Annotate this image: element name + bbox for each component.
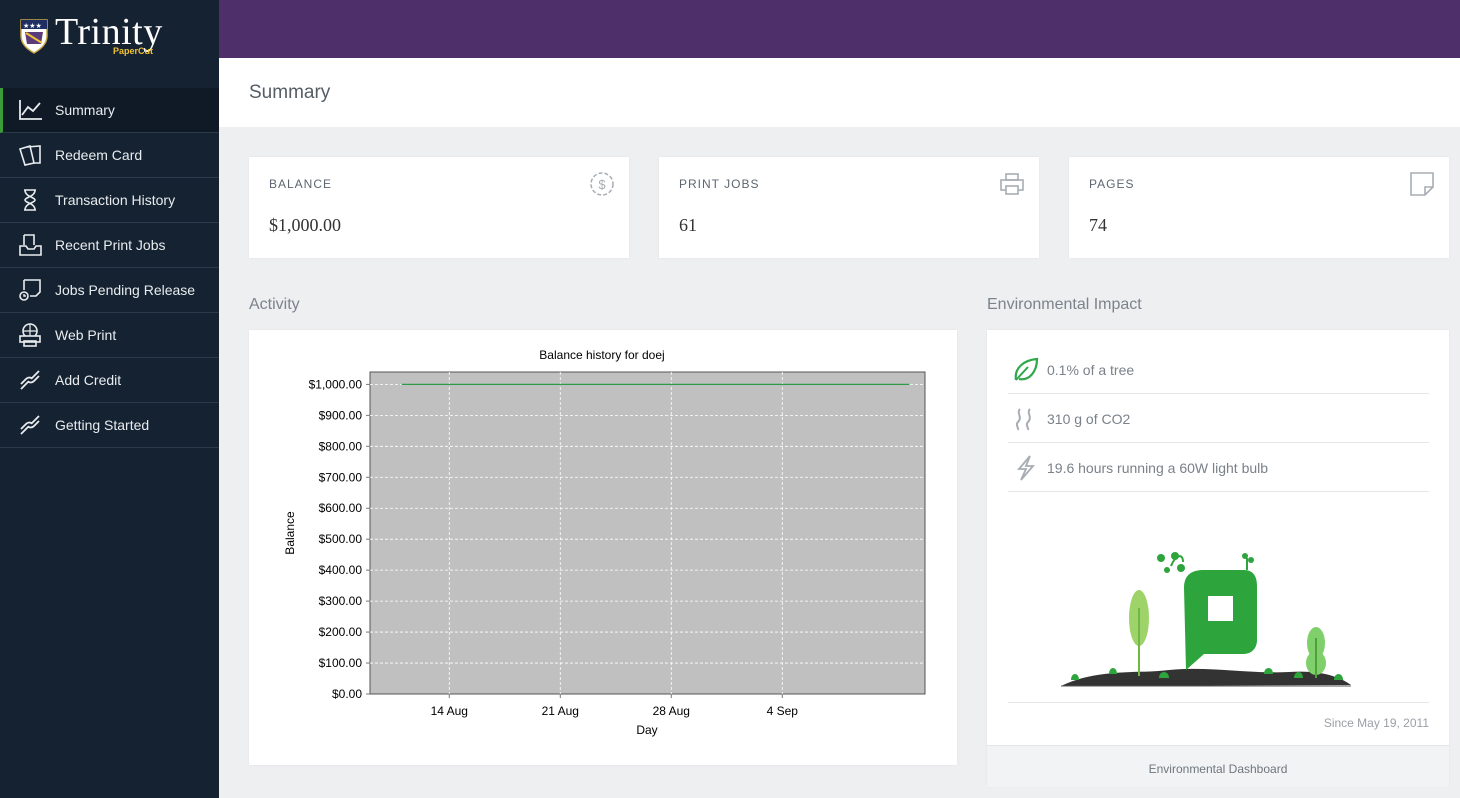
sidebar-item-redeem-card[interactable]: Redeem Card <box>0 133 219 178</box>
y-tick-label: $200.00 <box>319 625 363 639</box>
link-icon <box>20 415 40 435</box>
x-tick-label: 14 Aug <box>431 704 468 718</box>
y-tick-label: $800.00 <box>319 439 363 453</box>
y-axis: $0.00 $100.00 $200.00 $300.00 $400.00 $500.00… <box>309 377 370 701</box>
print-jobs-card: PRINT JOBS 61 <box>659 157 1039 258</box>
chart-grid <box>370 372 925 694</box>
page-header: Summary <box>219 58 1460 127</box>
lightning-icon <box>1017 455 1035 481</box>
sidebar-item-web-print[interactable]: Web Print <box>0 313 219 358</box>
balance-value: $1,000.00 <box>269 215 341 235</box>
sidebar-nav: Summary Redeem Card Transaction History … <box>0 88 219 448</box>
activity-card: Balance history for doej $0.00 $100.00 $20… <box>249 330 957 765</box>
sidebar-item-summary[interactable]: Summary <box>0 88 219 133</box>
plot-area <box>369 371 926 695</box>
shield-logo-icon: ★★★ <box>20 19 48 54</box>
web-print-icon <box>19 323 41 347</box>
svg-text:$: $ <box>598 177 606 192</box>
env-lightbulb-text: 19.6 hours running a 60W light bulb <box>1047 460 1269 476</box>
top-bar <box>219 0 1460 58</box>
x-axis: 14 Aug 21 Aug 28 Aug 4 Sep <box>431 694 799 718</box>
y-tick-label: $300.00 <box>319 594 363 608</box>
pages-label: PAGES <box>1089 177 1135 191</box>
x-axis-label: Day <box>636 723 657 737</box>
x-tick-label: 21 Aug <box>542 704 579 718</box>
chart-line-icon <box>19 100 42 120</box>
sidebar-item-recent-print-jobs[interactable]: Recent Print Jobs <box>0 223 219 268</box>
svg-text:★★★: ★★★ <box>23 22 42 30</box>
y-tick-label: $0.00 <box>332 687 362 701</box>
sidebar-item-label: Summary <box>55 102 115 118</box>
brand-sub: PaperCut <box>113 46 154 56</box>
link-icon <box>20 370 40 390</box>
sidebar-item-add-credit[interactable]: Add Credit <box>0 358 219 403</box>
env-tree-text: 0.1% of a tree <box>1047 362 1135 378</box>
sidebar-item-label: Redeem Card <box>55 147 143 163</box>
print-jobs-label: PRINT JOBS <box>679 177 760 191</box>
env-co2-text: 310 g of CO2 <box>1047 411 1131 427</box>
divider <box>1008 702 1429 703</box>
sidebar: ★★★ Trinity PaperCut Summary Redeem Card… <box>0 0 219 798</box>
x-tick-label: 28 Aug <box>653 704 690 718</box>
environmental-card: 0.1% of a tree 310 g of CO2 19.6 hours r… <box>987 330 1449 787</box>
environmental-impact-heading: Environmental Impact <box>987 296 1142 313</box>
print-jobs-value: 61 <box>679 215 697 235</box>
activity-heading: Activity <box>249 296 300 313</box>
y-tick-label: $1,000.00 <box>309 377 363 391</box>
leaf-icon <box>1014 357 1039 381</box>
balance-history-chart: Balance history for doej $0.00 $100.00 $20… <box>283 348 926 737</box>
y-tick-label: $400.00 <box>319 563 363 577</box>
env-row-tree: 0.1% of a tree <box>1008 344 1429 394</box>
brand-name: Trinity <box>55 11 163 53</box>
y-tick-label: $700.00 <box>319 470 363 484</box>
sidebar-item-label: Recent Print Jobs <box>55 237 166 253</box>
inbox-tray-icon <box>19 234 42 256</box>
page-icon <box>1410 172 1434 196</box>
sidebar-item-getting-started[interactable]: Getting Started <box>0 403 219 448</box>
fumes-icon <box>1015 408 1031 431</box>
sidebar-item-label: Web Print <box>55 327 117 343</box>
y-tick-label: $600.00 <box>319 501 363 515</box>
pages-value: 74 <box>1089 215 1107 235</box>
y-tick-label: $500.00 <box>319 532 363 546</box>
hourglass-icon <box>24 189 36 211</box>
printer-icon <box>1000 173 1024 195</box>
chart-title: Balance history for doej <box>539 348 664 362</box>
y-tick-label: $900.00 <box>319 408 363 422</box>
since-date: Since May 19, 2011 <box>1323 716 1429 730</box>
sidebar-item-transaction-history[interactable]: Transaction History <box>0 178 219 223</box>
brand-logo[interactable]: ★★★ Trinity PaperCut <box>0 0 219 88</box>
balance-card: BALANCE $1,000.00 $ <box>249 157 629 258</box>
sidebar-item-label: Add Credit <box>55 372 122 388</box>
environment-illustration <box>1061 552 1351 687</box>
env-row-lightbulb: 19.6 hours running a 60W light bulb <box>1008 442 1429 492</box>
cards-icon <box>18 144 41 166</box>
pending-release-icon <box>19 279 41 301</box>
environmental-dashboard-link-bar[interactable]: Environmental Dashboard <box>987 745 1449 787</box>
sidebar-item-label: Getting Started <box>55 417 150 433</box>
y-tick-label: $100.00 <box>319 656 363 670</box>
sidebar-item-jobs-pending-release[interactable]: Jobs Pending Release <box>0 268 219 313</box>
env-row-co2: 310 g of CO2 <box>1008 393 1429 443</box>
balance-label: BALANCE <box>269 177 333 191</box>
y-axis-label: Balance <box>283 511 297 555</box>
sidebar-item-label: Transaction History <box>55 192 176 208</box>
pages-card: PAGES 74 <box>1069 157 1449 258</box>
x-tick-label: 4 Sep <box>767 704 799 718</box>
dollar-circle-icon: $ <box>590 172 614 196</box>
page-title: Summary <box>249 82 331 103</box>
environmental-dashboard-link[interactable]: Environmental Dashboard <box>1148 762 1288 776</box>
sidebar-item-label: Jobs Pending Release <box>55 282 196 298</box>
